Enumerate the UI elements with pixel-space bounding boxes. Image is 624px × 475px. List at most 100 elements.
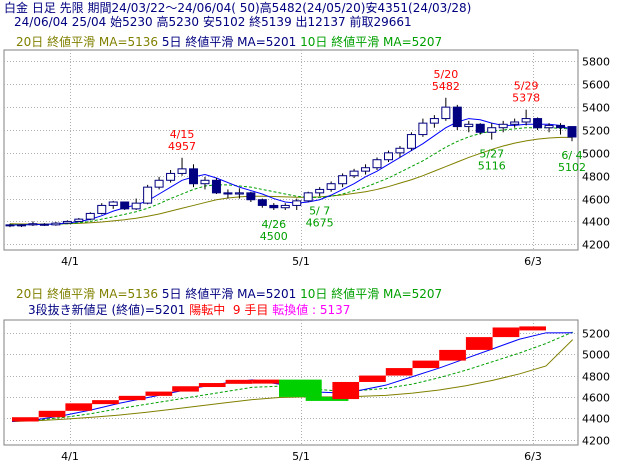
candle-body	[441, 106, 451, 120]
candle-panel-y-tick-label: 4400	[582, 216, 610, 229]
candle-body	[28, 223, 38, 226]
candle-body	[108, 201, 118, 206]
legend-ma5: 5日 終値平滑 MA=5201	[161, 35, 297, 49]
candle-body	[544, 124, 554, 129]
break-brick	[279, 379, 322, 397]
candle-body	[521, 118, 531, 123]
candle-body	[39, 223, 49, 226]
annotation-date: 5/29	[514, 80, 539, 93]
break-brick	[439, 349, 466, 361]
candle-panel-y-tick-label: 5800	[582, 56, 610, 69]
break-panel-y-tick-label: 4400	[582, 413, 610, 426]
ma20-line	[11, 339, 574, 422]
break-brick	[145, 391, 173, 396]
candle-body	[429, 118, 439, 124]
candle-body	[223, 192, 233, 195]
kagi-reversal: 転換値 : 5137	[272, 303, 351, 317]
candle-panel-y-tick-label: 5600	[582, 79, 610, 92]
candle-body	[475, 123, 485, 133]
annotation-date: 5/27	[479, 148, 504, 161]
annotation-value: 5482	[432, 80, 460, 93]
annotation-date: 4/26	[261, 218, 286, 231]
annotation-value: 5102	[558, 161, 586, 174]
candle-panel-y-tick-label: 4600	[582, 194, 610, 207]
break-panel-y-tick-label: 5200	[582, 328, 610, 341]
candle-body	[120, 201, 130, 210]
break-brick	[38, 410, 66, 418]
break-brick	[198, 383, 226, 388]
break-brick	[519, 326, 546, 331]
candle-body	[487, 127, 497, 133]
candle-body	[361, 167, 371, 172]
candle-body	[372, 159, 382, 169]
break-brick	[385, 368, 413, 376]
break-brick	[172, 386, 199, 392]
break-brick	[252, 379, 279, 384]
annotation-date: 5/20	[433, 68, 458, 81]
break-panel-x-tick-label: 5/1	[292, 450, 310, 463]
annotation-value: 4500	[260, 230, 288, 243]
header-line2: 24/06/04 25/04 始5230 高5230 安5102 終5139 出…	[14, 15, 412, 29]
candle-panel-x-tick-label: 4/1	[61, 255, 79, 268]
candle-panel-y-tick-label: 5400	[582, 102, 610, 115]
candle-body	[395, 147, 405, 154]
break-panel-x-tick-label: 4/1	[61, 450, 79, 463]
candle-body	[257, 199, 267, 206]
candle-body	[533, 118, 543, 129]
candle-body	[510, 121, 520, 125]
candle-body	[383, 152, 393, 161]
candle-panel-x-tick-label: 5/1	[292, 255, 310, 268]
break-brick	[492, 327, 520, 338]
legend-ma10: 10日 終値平滑 MA=5207	[300, 287, 443, 301]
candle-body	[556, 124, 566, 129]
candle-body	[143, 186, 153, 204]
legend-top: 20日 終値平滑 MA=5136 5日 終値平滑 MA=5201 10日 終値平…	[16, 35, 442, 49]
candle-body	[315, 188, 325, 194]
break-brick	[412, 360, 440, 369]
ma20-line	[9, 136, 573, 225]
candle-panel-x-tick-label: 6/3	[524, 255, 542, 268]
candle-panel-y-tick-label: 4200	[582, 239, 610, 252]
kagi-label: 3段抜き新値足 (終値)=5201	[28, 303, 186, 317]
break-panel-y-tick-label: 4800	[582, 371, 610, 384]
candle-panel-y-tick-label: 5200	[582, 125, 610, 138]
break-brick	[225, 379, 253, 384]
legend-bottom: 20日 終値平滑 MA=5136 5日 終値平滑 MA=5201 10日 終値平…	[16, 287, 442, 301]
candle-body	[349, 170, 359, 177]
candle-body	[498, 123, 508, 129]
candle-body	[246, 192, 256, 201]
annotation-date: 4/15	[170, 128, 195, 141]
candle-body	[452, 106, 462, 128]
candle-body	[131, 202, 141, 210]
candle-body	[51, 222, 61, 226]
candle-body	[177, 168, 187, 174]
annotation-date: 5/ 7	[309, 204, 330, 217]
candle-body	[303, 192, 313, 202]
annotation-value: 4957	[168, 140, 196, 153]
legend-ma20: 20日 終値平滑 MA=5136	[16, 287, 159, 301]
kagi-state: 陽転中	[189, 303, 226, 317]
candle-body	[406, 134, 416, 149]
break-brick	[12, 417, 39, 422]
candle-body	[269, 204, 279, 209]
candle-body	[280, 204, 290, 209]
break-brick	[465, 337, 493, 350]
annotation-value: 4675	[306, 216, 334, 229]
legend-ma10: 10日 終値平滑 MA=5207	[300, 35, 443, 49]
candle-body	[326, 183, 336, 190]
candle-panel-y-tick-label: 4800	[582, 171, 610, 184]
header-line1: 白金 日足 先限 期間24/03/22～24/06/04( 50)高5482(2…	[4, 1, 472, 15]
candle-body	[154, 179, 164, 188]
break-brick	[359, 375, 386, 382]
candle-body	[5, 224, 15, 227]
annotation-value: 5378	[512, 92, 540, 105]
candle-body	[97, 204, 107, 214]
break-panel-y-tick-label: 5000	[582, 349, 610, 362]
annotation-value: 5116	[478, 160, 506, 173]
break-panel-x-tick-label: 6/3	[524, 450, 542, 463]
break-panel-y-tick-label: 4600	[582, 392, 610, 405]
candle-body	[200, 179, 210, 185]
candle-body	[166, 172, 176, 181]
annotation-date: 6/ 4	[561, 149, 582, 162]
